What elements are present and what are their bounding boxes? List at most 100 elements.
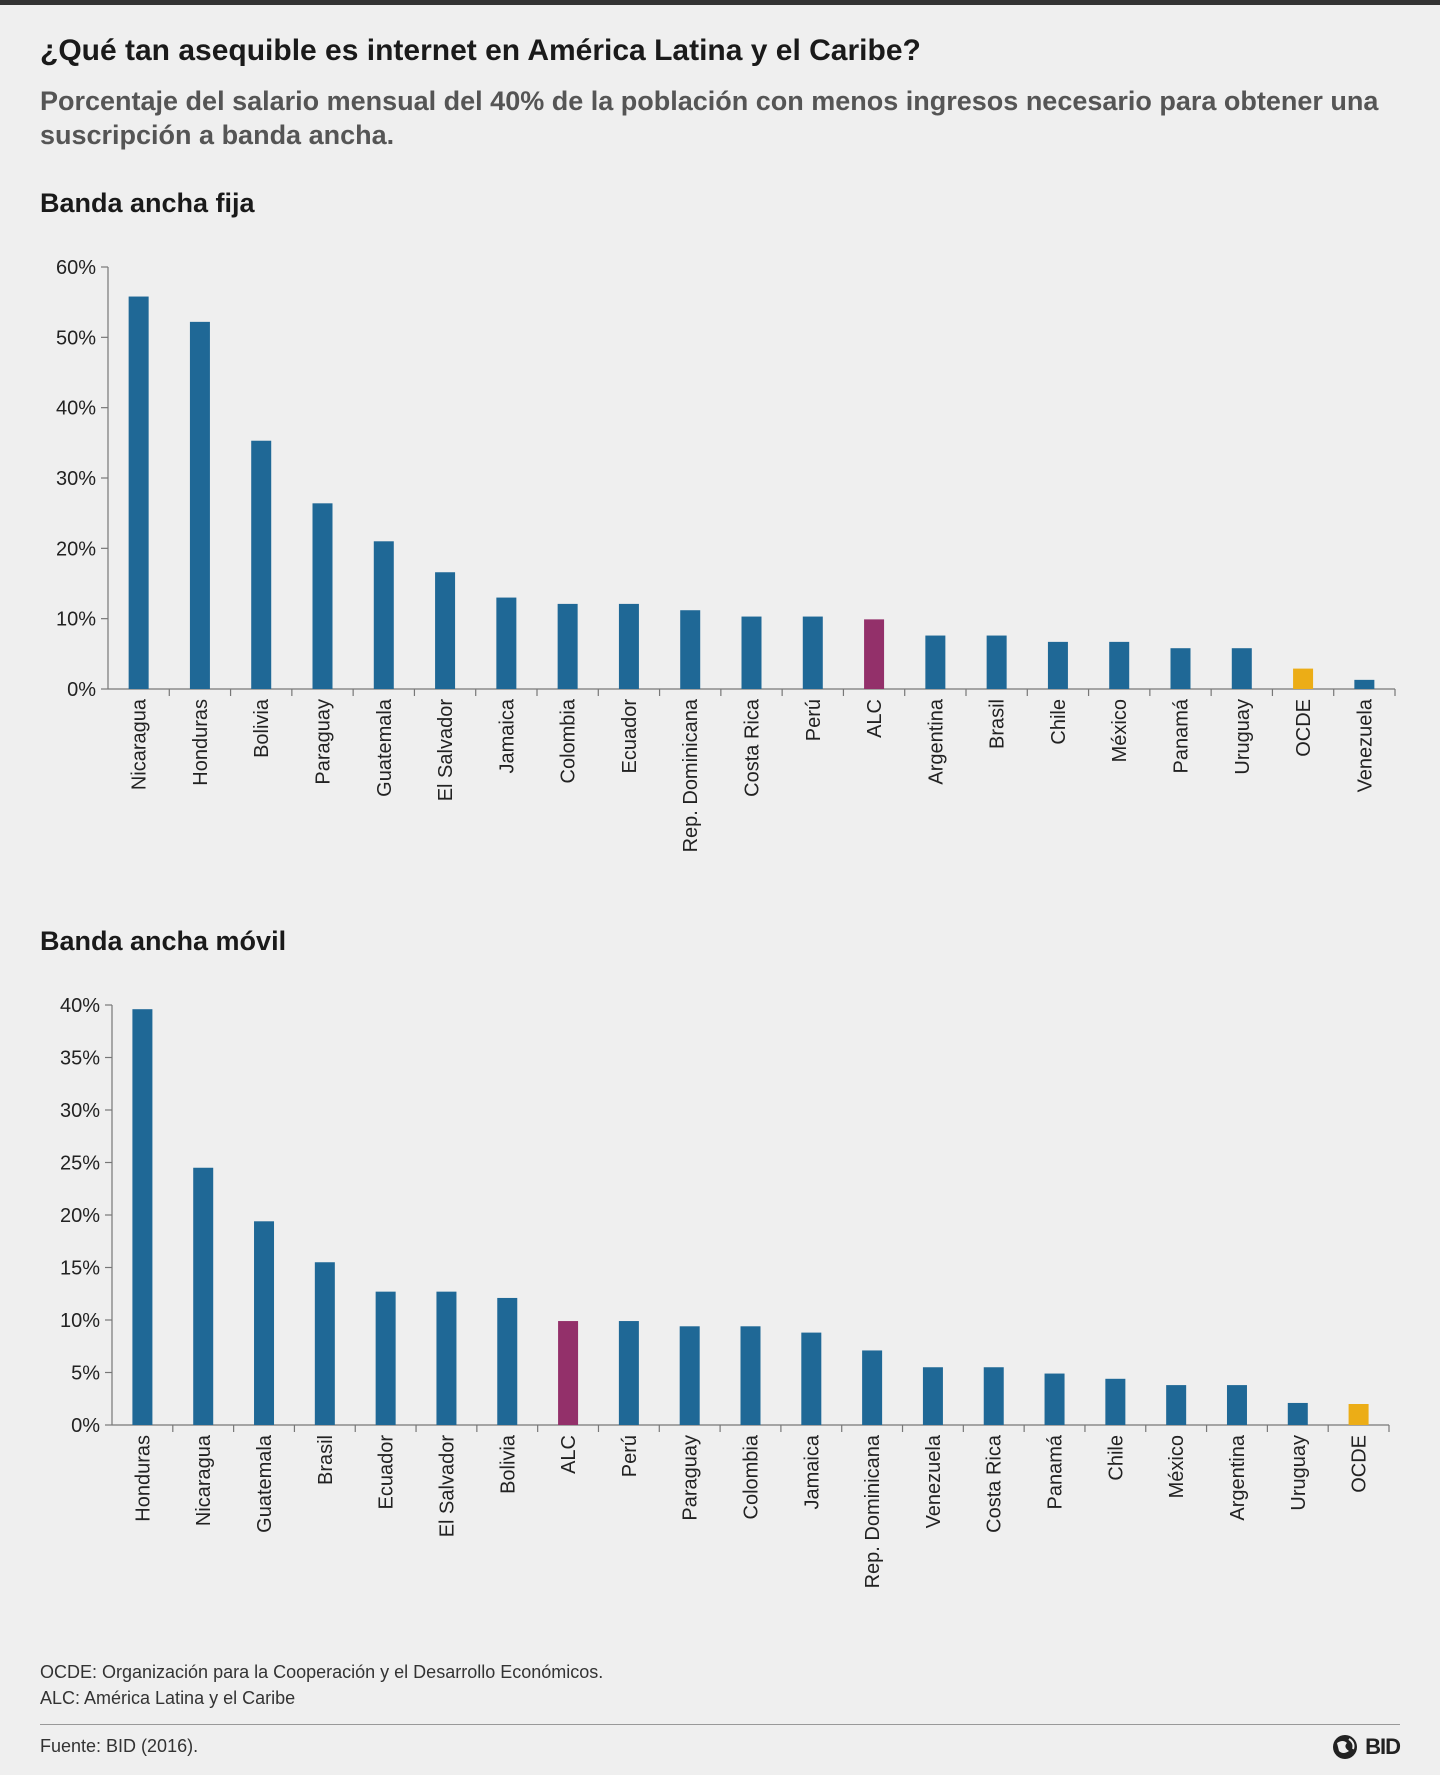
x-tick-label: Rep. Dominicana	[862, 1434, 884, 1588]
x-tick-label: Jamaica	[496, 698, 518, 773]
x-tick-label: Guatemala	[254, 1434, 276, 1533]
bar-rep-dominicana	[862, 1350, 883, 1425]
x-tick-label: Perú	[803, 699, 825, 741]
bar-argentina	[925, 635, 946, 689]
chart-mobile-broadband: 0% 5% 10% 15% 20% 25% 30% 35% 40% Honduras Nicarag…	[60, 995, 1390, 1588]
x-tick-label: ALC	[558, 1435, 580, 1474]
x-tick-label: Chile	[1048, 699, 1070, 745]
bar-mexico	[1109, 641, 1130, 689]
x-tick-label: El Salvador	[435, 699, 457, 802]
bar-venezuela	[922, 1367, 943, 1425]
x-tick-label: México	[1109, 699, 1131, 762]
bar-costa-rica	[983, 1367, 1004, 1425]
x-tick-label: Jamaica	[801, 1434, 823, 1509]
y-tick-label: 50%	[56, 327, 96, 349]
x-tick-label: Costa Rica	[984, 1434, 1006, 1533]
y-tick-label: 20%	[56, 538, 96, 560]
bar-peru	[618, 1321, 639, 1425]
y-tick-label: 5%	[71, 1363, 100, 1385]
footnote-alc: ALC: América Latina y el Caribe	[40, 1688, 296, 1708]
y-tick-label: 30%	[60, 1100, 100, 1122]
x-tick-label: Bolivia	[497, 1434, 519, 1494]
x-tick-label: Paraguay	[680, 1435, 702, 1521]
x-tick-label: Uruguay	[1288, 1435, 1310, 1511]
y-tick-label: 15%	[60, 1258, 100, 1280]
y-tick-label: 10%	[56, 609, 96, 631]
bar-argentina	[1226, 1385, 1247, 1425]
y-tick-label: 35%	[60, 1048, 100, 1070]
bar-mexico	[1166, 1385, 1187, 1425]
bar-paraguay	[312, 503, 333, 689]
bar-chile	[1047, 641, 1068, 689]
bar-ocde	[1348, 1404, 1369, 1425]
x-tick-label: Costa Rica	[742, 698, 764, 797]
x-tick-label: México	[1166, 1435, 1188, 1498]
x-tick-label: Nicaragua	[193, 1434, 215, 1526]
chart-fixed-broadband: 0% 10% 20% 30% 40% 50% 60% Nicaragua Honduras Bol…	[56, 257, 1396, 852]
x-tick-label: Paraguay	[313, 699, 335, 785]
x-tick-label: Venezuela	[1354, 698, 1376, 792]
bar-honduras	[132, 1009, 153, 1425]
bar-uruguay	[1287, 1402, 1308, 1425]
x-tick-label: Argentina	[925, 698, 947, 784]
bid-logo-text: BID	[1365, 1734, 1401, 1759]
page-title: ¿Qué tan asequible es internet en Améric…	[40, 34, 921, 67]
y-tick-label: 30%	[56, 468, 96, 490]
x-tick-label: Ecuador	[376, 1435, 398, 1510]
bar-bolivia	[251, 440, 272, 689]
bar-nicaragua	[128, 296, 149, 689]
bar-alc	[864, 619, 885, 689]
bar-chile	[1105, 1378, 1126, 1425]
x-tick-label: Perú	[619, 1435, 641, 1477]
x-tick-label: Argentina	[1227, 1434, 1249, 1520]
y-tick-label: 0%	[71, 1415, 100, 1437]
bar-brasil	[314, 1262, 335, 1425]
bid-globe-icon	[1333, 1735, 1358, 1759]
page-subtitle: Porcentaje del salario mensual del 40% d…	[40, 86, 1379, 150]
bar-panama	[1170, 648, 1191, 689]
bar-jamaica	[801, 1332, 822, 1425]
x-tick-label: Chile	[1105, 1435, 1127, 1481]
bar-guatemala	[373, 541, 394, 689]
x-tick-label: Uruguay	[1232, 699, 1254, 775]
x-tick-label: Honduras	[132, 1435, 154, 1522]
bar-honduras	[189, 321, 210, 689]
bottom-rule	[40, 1724, 1400, 1725]
x-tick-label: El Salvador	[436, 1435, 458, 1538]
x-tick-label: Ecuador	[619, 699, 641, 774]
top-rule	[0, 0, 1440, 5]
bar-colombia	[557, 603, 578, 689]
bar-paraguay	[679, 1326, 700, 1425]
bar-jamaica	[496, 597, 517, 689]
x-tick-label: Venezuela	[923, 1434, 945, 1528]
bar-uruguay	[1231, 648, 1252, 689]
y-tick-label: 40%	[56, 398, 96, 420]
x-tick-label: Bolivia	[251, 698, 273, 758]
bar-venezuela	[1354, 679, 1375, 689]
bar-ocde	[1293, 668, 1314, 689]
bid-logo: BID	[1331, 1733, 1401, 1761]
bar-alc	[558, 1321, 579, 1425]
bar-rep-dominicana	[680, 610, 701, 689]
x-tick-label: ALC	[864, 699, 886, 738]
x-tick-label: Panamá	[1045, 1434, 1067, 1509]
y-tick-label: 10%	[60, 1310, 100, 1332]
bar-el-salvador	[436, 1291, 457, 1425]
source-note: Fuente: BID (2016).	[40, 1736, 199, 1756]
y-tick-label: 25%	[60, 1153, 100, 1175]
bar-colombia	[740, 1326, 761, 1425]
x-tick-label: Honduras	[190, 699, 212, 786]
y-tick-label: 40%	[60, 995, 100, 1017]
x-tick-label: Nicaragua	[129, 698, 151, 790]
bar-bolivia	[497, 1297, 518, 1425]
footnote-ocde: OCDE: Organización para la Cooperación y…	[40, 1662, 604, 1682]
y-tick-label: 20%	[60, 1205, 100, 1227]
bar-guatemala	[254, 1221, 275, 1425]
bar-ecuador	[618, 603, 639, 689]
x-tick-label: Rep. Dominicana	[680, 698, 702, 852]
y-tick-label: 60%	[56, 257, 96, 279]
bar-costa-rica	[741, 616, 762, 689]
x-tick-label: Colombia	[558, 698, 580, 783]
chart-title-fixed: Banda ancha fija	[40, 188, 255, 218]
x-tick-label: Brasil	[315, 1435, 337, 1485]
